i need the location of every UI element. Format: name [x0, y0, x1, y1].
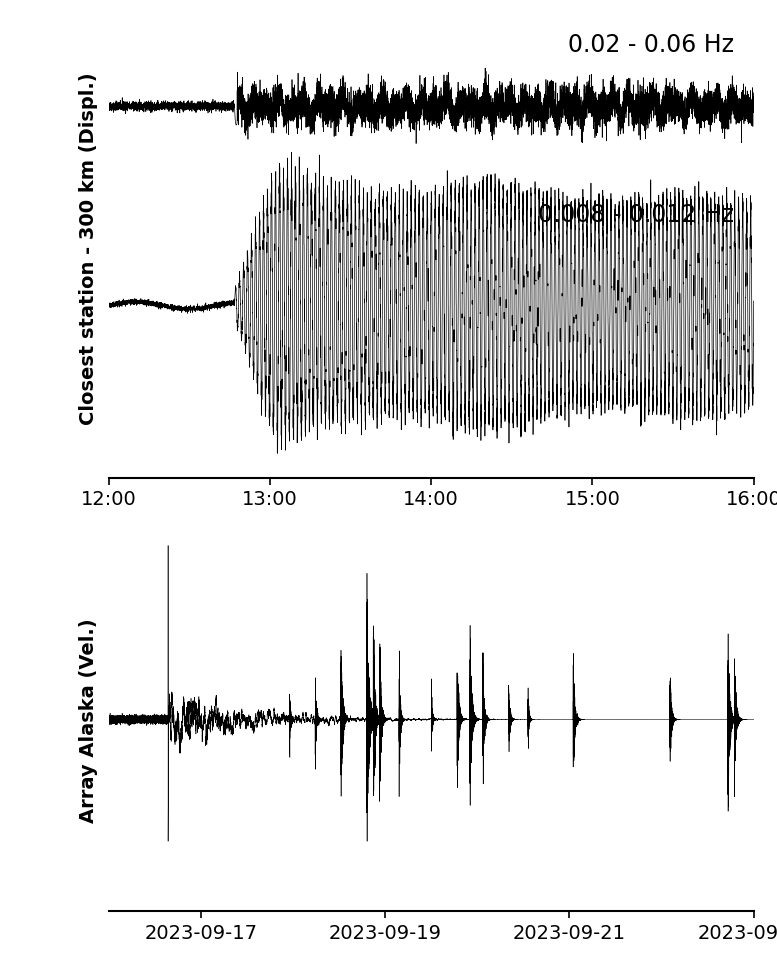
Text: 0.02 - 0.06 Hz: 0.02 - 0.06 Hz — [568, 33, 734, 57]
Y-axis label: Array Alaska (Vel.): Array Alaska (Vel.) — [78, 617, 98, 822]
Y-axis label: Closest station - 300 km (Displ.): Closest station - 300 km (Displ.) — [78, 73, 98, 424]
Text: 0.008 - 0.012 Hz: 0.008 - 0.012 Hz — [538, 203, 734, 227]
